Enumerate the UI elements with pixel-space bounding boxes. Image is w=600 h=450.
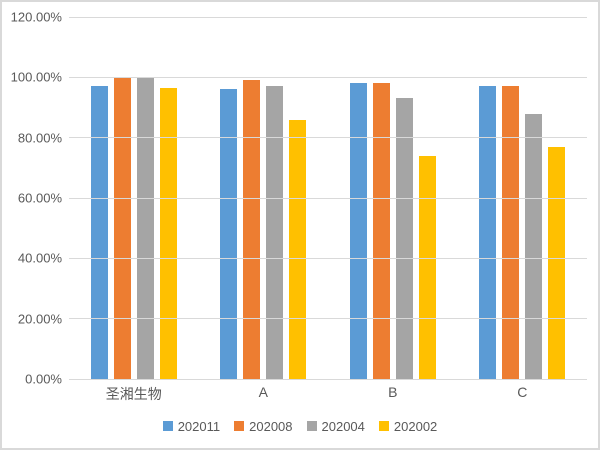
- bar-202011-C: [479, 86, 497, 379]
- gridline: [69, 137, 587, 139]
- y-axis-tick-label: 60.00%: [17, 190, 62, 206]
- bar-202011-A: [220, 89, 238, 379]
- gridline: [69, 16, 587, 18]
- bar-202004-B: [395, 98, 413, 379]
- legend-label: 202008: [249, 418, 293, 434]
- bar-202004-C: [525, 113, 543, 379]
- x-axis-category-label: B: [388, 384, 398, 400]
- bar-202008-B: [372, 83, 390, 379]
- bar-groups: [69, 17, 587, 379]
- bar-202008-A: [243, 80, 261, 379]
- legend-item-202002: 202002: [378, 418, 438, 434]
- gridline: [69, 257, 587, 259]
- y-axis-tick-label: 80.00%: [17, 130, 62, 146]
- legend-label: 202004: [321, 418, 365, 434]
- legend-item-202011: 202011: [162, 418, 221, 434]
- legend-label: 202002: [393, 418, 438, 434]
- y-axis-tick-label: 40.00%: [17, 250, 62, 266]
- bar-group-3: [328, 17, 458, 379]
- gridline: [69, 378, 587, 380]
- legend-swatch-icon: [234, 421, 245, 431]
- bar-202002-C: [548, 146, 566, 379]
- bar-202011-圣湘生物: [90, 86, 108, 379]
- plot-area: [69, 16, 587, 380]
- bar-202004-圣湘生物: [136, 77, 154, 379]
- legend-swatch-icon: [162, 421, 173, 431]
- legend-item-202004: 202004: [306, 418, 365, 434]
- bar-202008-圣湘生物: [113, 77, 131, 379]
- y-axis-tick-label: 20.00%: [17, 311, 62, 327]
- legend: 202011 202008 202004 202002: [2, 417, 598, 435]
- legend-item-202008: 202008: [234, 418, 293, 434]
- x-axis-labels: 圣湘生物 A B C: [69, 384, 587, 402]
- bar-202004-A: [266, 86, 284, 379]
- gridline: [69, 76, 587, 78]
- gridline: [69, 197, 587, 199]
- legend-swatch-icon: [306, 421, 317, 431]
- x-axis-category-label: A: [258, 384, 268, 400]
- bar-202002-圣湘生物: [159, 87, 177, 379]
- bar-group-2: [199, 17, 329, 379]
- legend-swatch-icon: [378, 421, 389, 431]
- gridline: [69, 318, 587, 320]
- bar-group-4: [458, 17, 588, 379]
- bar-202011-B: [349, 83, 367, 379]
- y-axis-tick-label: 0.00%: [25, 371, 62, 387]
- y-axis-tick-label: 100.00%: [10, 69, 62, 85]
- x-axis-category-label: C: [517, 384, 528, 400]
- x-axis-category-label: 圣湘生物: [105, 386, 162, 402]
- bar-202002-A: [289, 119, 307, 379]
- y-axis-tick-label: 120.00%: [10, 9, 62, 25]
- bar-202008-C: [502, 86, 520, 379]
- legend-label: 202011: [177, 418, 221, 434]
- bar-group-1: [69, 17, 199, 379]
- bar-202002-B: [418, 155, 436, 379]
